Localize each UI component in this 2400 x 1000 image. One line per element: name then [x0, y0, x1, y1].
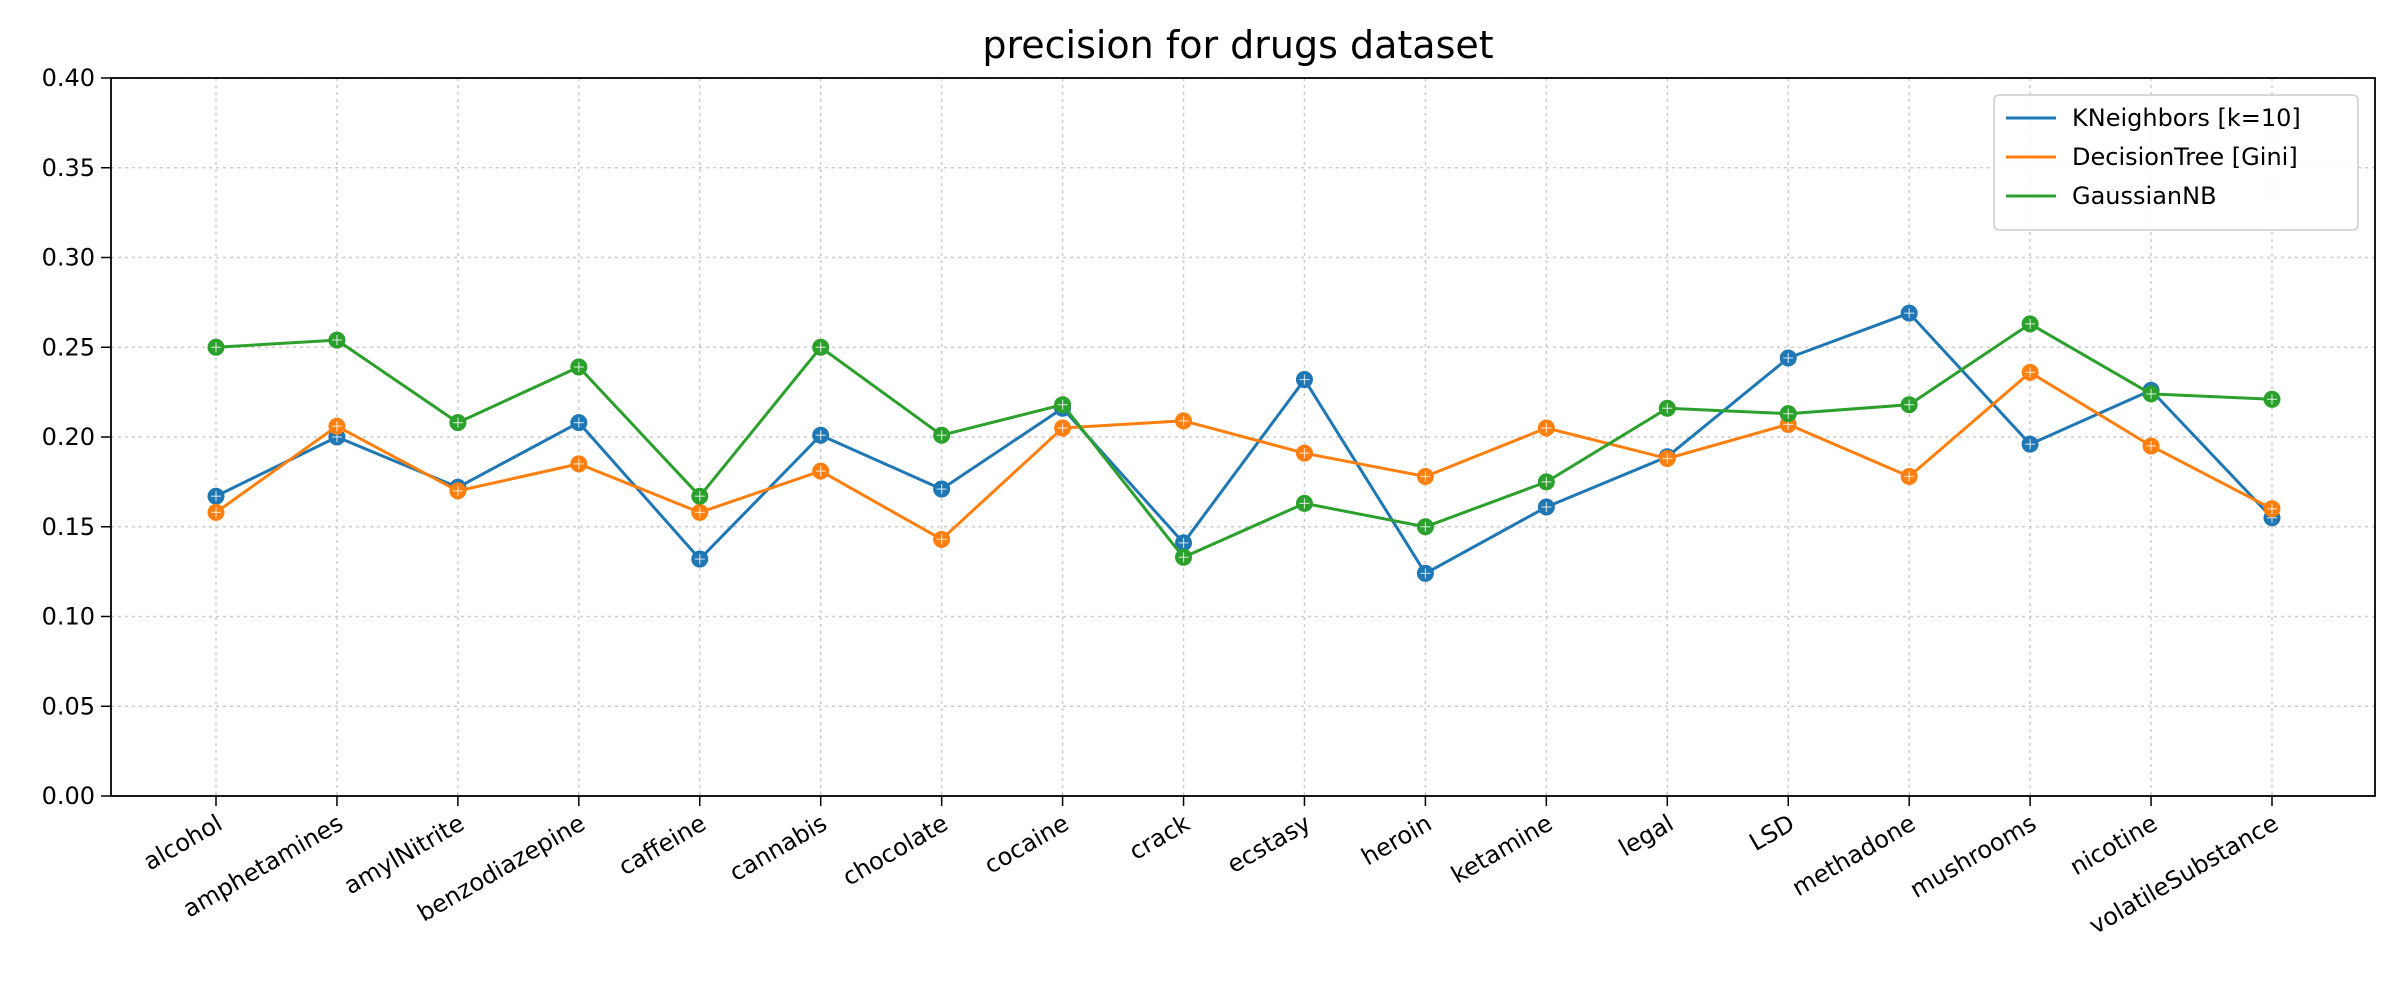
legend: KNeighbors [k=10] DecisionTree [Gini] Gaus… — [1993, 94, 2359, 231]
series-group — [207, 315, 2281, 566]
chart-title: precision for drugs dataset — [982, 23, 1493, 67]
y-tick-label: 0.00 — [42, 782, 95, 810]
series-group — [207, 363, 2281, 548]
series-line — [215, 322, 2273, 559]
y-tick-label: 0.35 — [42, 154, 95, 182]
y-tick-label: 0.40 — [42, 64, 95, 92]
legend-box — [1993, 94, 2359, 231]
series-line — [215, 370, 2273, 541]
series-line — [215, 311, 2274, 575]
legend-label: GaussianNB — [2072, 182, 2217, 210]
y-tick-label: 0.25 — [42, 333, 95, 361]
series — [207, 304, 2281, 582]
y-tick-label: 0.20 — [42, 423, 95, 451]
legend-label: DecisionTree [Gini] — [2072, 143, 2298, 171]
legend-label: KNeighbors [k=10] — [2072, 104, 2301, 132]
y-tick-label: 0.10 — [42, 603, 95, 631]
y-tick-label: 0.30 — [42, 244, 95, 272]
y-tick-label: 0.15 — [42, 513, 95, 541]
plot-frame — [110, 77, 2376, 797]
y-tick-label: 0.05 — [42, 692, 95, 720]
series-group — [207, 304, 2281, 582]
